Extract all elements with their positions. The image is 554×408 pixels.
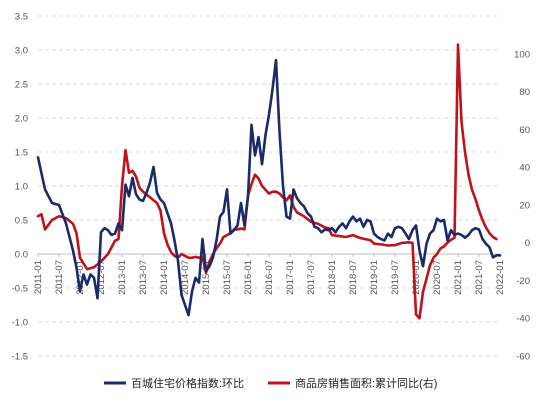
right-y-tick-label: 40 <box>519 163 530 174</box>
x-tick-label: 2020-01 <box>411 260 422 295</box>
x-tick-label: 2012-07 <box>96 260 107 295</box>
x-axis: 2011-01 2011-07 2012-01 2012-07 2013-01 2013-… <box>33 253 506 295</box>
left-y-tick-label: -1.0 <box>12 318 28 329</box>
right-y-tick-label: 0 <box>525 238 530 249</box>
x-tick-label: 2022-01 <box>495 260 506 295</box>
left-y-tick-label: -1.5 <box>12 352 28 363</box>
left-y-tick-label: 2.5 <box>15 80 28 91</box>
left-y-tick-label: 3.0 <box>15 46 28 57</box>
series-line-price-index <box>36 58 502 317</box>
legend-label-sales: 商品房销售面积:累计同比(右) <box>295 376 437 390</box>
x-tick-label: 2016-01 <box>243 260 254 295</box>
right-y-tick-label: -60 <box>516 352 530 363</box>
grid-lines <box>38 15 500 357</box>
x-tick-label: 2021-07 <box>474 260 485 295</box>
x-tick-label: 2012-01 <box>75 260 86 295</box>
legend-label-index: 百城住宅价格指数:环比 <box>131 376 244 390</box>
series-layer <box>36 43 502 320</box>
left-y-axis: 3.5 3.0 2.5 2.0 1.5 1.0 0.5 0.0 -0.5 -1.0 -1.5 <box>12 12 28 363</box>
right-y-tick-label: 100 <box>514 49 530 60</box>
x-tick-label: 2018-07 <box>348 260 359 295</box>
legend: 百城住宅价格指数:环比 商品房销售面积:累计同比(右) <box>104 376 437 390</box>
right-y-tick-label: -40 <box>516 314 530 325</box>
x-tick-label: 2013-07 <box>138 260 149 295</box>
right-y-tick-label: 60 <box>519 125 530 136</box>
left-y-tick-label: 1.0 <box>15 182 28 193</box>
x-tick-label: 2019-01 <box>369 260 380 295</box>
x-tick-label: 2019-07 <box>390 260 401 295</box>
x-tick-label: 2011-07 <box>54 260 65 294</box>
left-y-tick-label: -0.5 <box>12 284 28 295</box>
left-y-tick-label: 0.0 <box>15 250 28 261</box>
x-tick-label: 2017-07 <box>306 260 317 295</box>
x-tick-label: 2011-01 <box>33 260 44 294</box>
x-tick-label: 2016-07 <box>264 260 275 295</box>
x-tick-label: 2020-07 <box>432 260 443 295</box>
right-y-tick-label: 80 <box>519 87 530 98</box>
x-tick-label: 2014-07 <box>180 260 191 295</box>
right-y-axis: 100 80 60 40 20 0 -20 -40 -60 <box>514 49 530 362</box>
x-tick-label: 2017-01 <box>285 260 296 295</box>
left-y-tick-label: 2.0 <box>15 114 28 125</box>
series-line-sales-area <box>36 43 498 320</box>
left-y-tick-label: 3.5 <box>15 12 28 23</box>
x-tick-label: 2013-01 <box>117 260 128 295</box>
x-tick-label: 2015-01 <box>201 260 212 295</box>
x-tick-label: 2014-01 <box>159 260 170 295</box>
right-y-tick-label: -20 <box>516 276 530 287</box>
x-tick-label: 2015-07 <box>222 260 233 295</box>
right-y-tick-label: 20 <box>519 200 530 211</box>
left-y-tick-label: 1.5 <box>15 148 28 159</box>
left-y-tick-label: 0.5 <box>15 216 28 227</box>
x-tick-label: 2021-01 <box>453 260 464 295</box>
x-tick-label: 2018-01 <box>327 260 338 295</box>
